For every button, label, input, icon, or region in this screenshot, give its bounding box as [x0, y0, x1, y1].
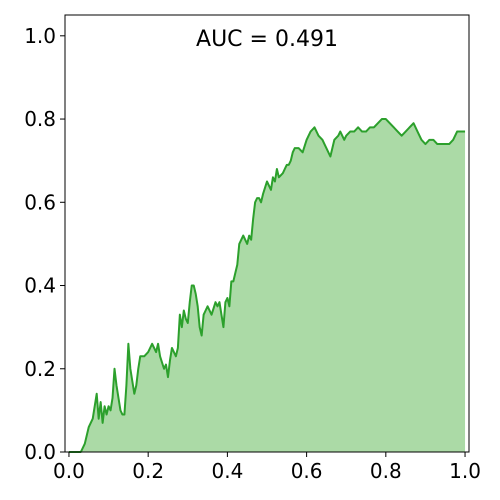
area-fill — [69, 119, 465, 452]
y-tick-label: 0.4 — [24, 274, 56, 298]
x-tick-label: 0.0 — [53, 459, 85, 483]
y-tick-label: 1.0 — [24, 24, 56, 48]
x-tick-label: 0.4 — [211, 459, 243, 483]
y-axis: 0.0 0.2 0.4 0.6 0.8 1.0 — [24, 24, 65, 464]
auc-annotation: AUC = 0.491 — [196, 27, 338, 52]
y-tick-label: 0.0 — [24, 440, 56, 464]
y-tick-label: 0.6 — [24, 190, 56, 214]
x-tick-label: 0.6 — [291, 459, 323, 483]
area-layer — [69, 119, 465, 452]
x-tick-label: 0.8 — [370, 459, 402, 483]
x-axis: 0.0 0.2 0.4 0.6 0.8 1.0 — [53, 452, 481, 483]
x-tick-label: 1.0 — [449, 459, 481, 483]
y-tick-label: 0.8 — [24, 107, 56, 131]
x-tick-label: 0.2 — [132, 459, 164, 483]
y-tick-label: 0.2 — [24, 357, 56, 381]
